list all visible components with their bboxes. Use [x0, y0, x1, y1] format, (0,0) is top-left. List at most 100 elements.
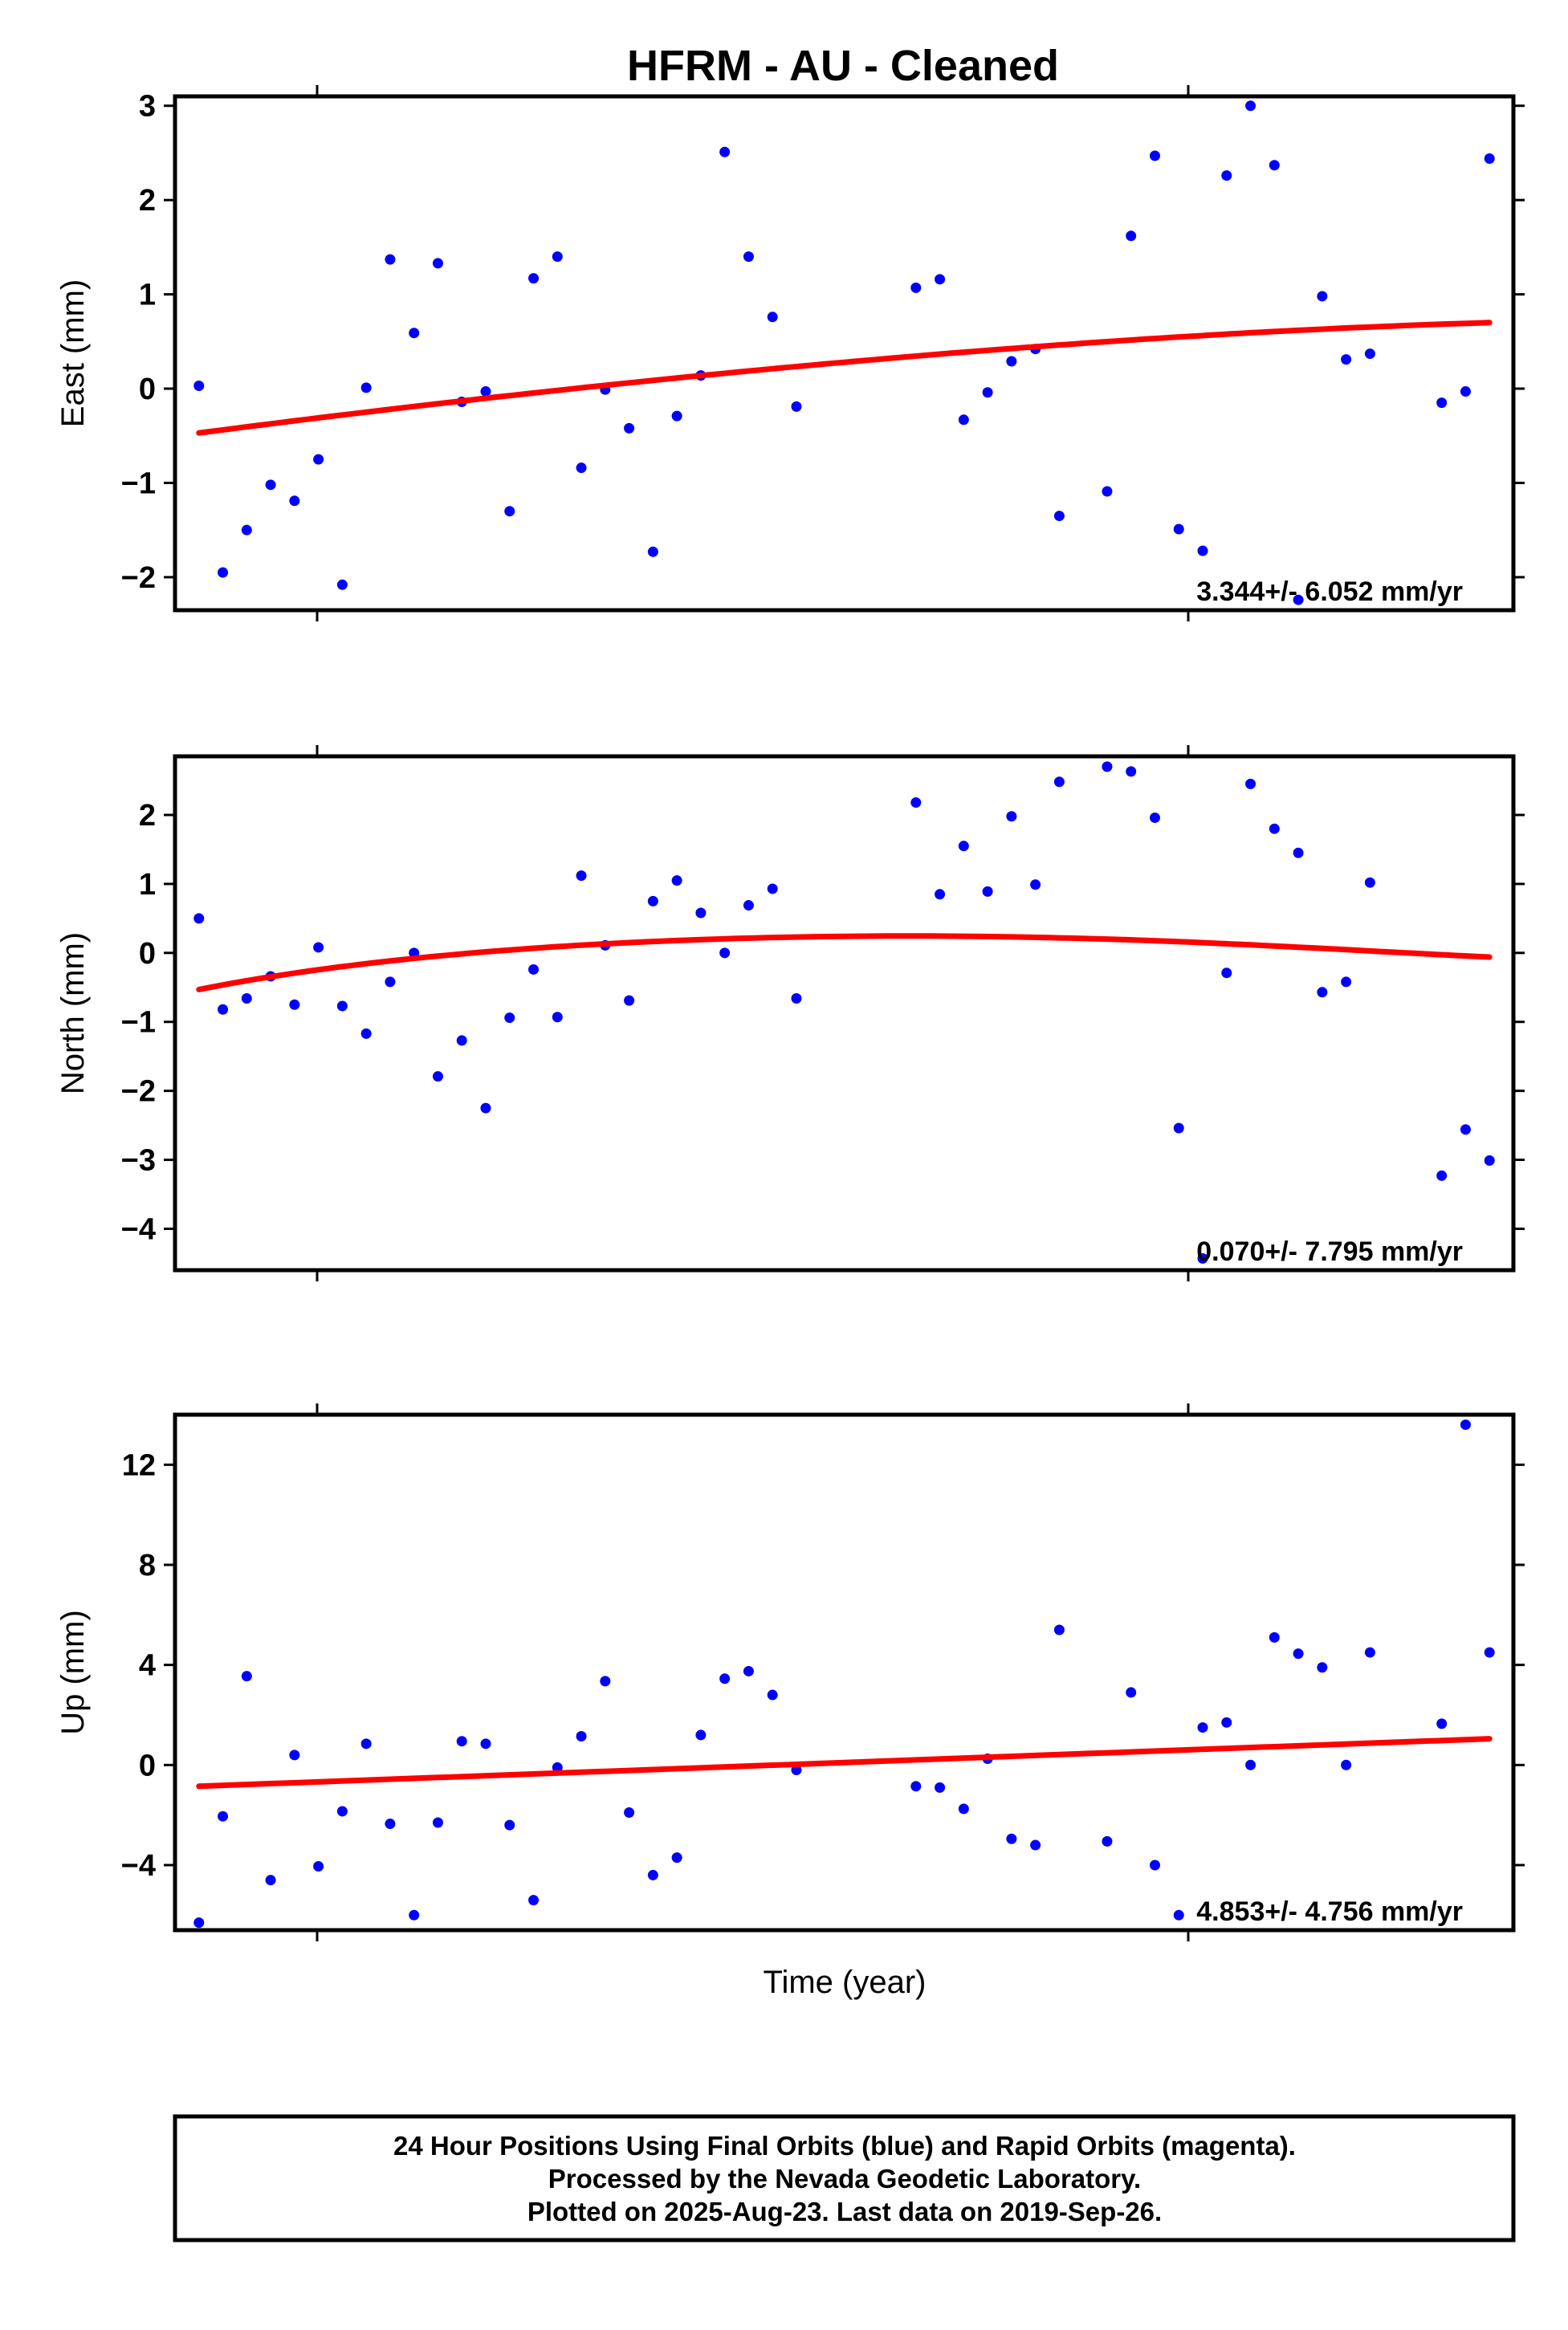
north-ytick-label: −3 — [121, 1144, 156, 1178]
east-data-point — [958, 414, 969, 426]
up-data-point — [910, 1781, 922, 1792]
east-data-point — [791, 401, 802, 412]
east-ytick-label: 2 — [139, 184, 156, 218]
east-data-point — [910, 282, 922, 293]
east-data-point — [1197, 545, 1208, 556]
east-data-point — [241, 524, 252, 536]
x-axis-label: Time (year) — [764, 1965, 927, 2000]
up-ytick-label: −4 — [121, 1849, 156, 1883]
up-data-point — [600, 1676, 611, 1687]
up-data-point — [958, 1803, 969, 1815]
up-data-point — [1053, 1624, 1065, 1635]
up-data-point — [1293, 1648, 1304, 1660]
east-data-point — [360, 382, 372, 393]
north-data-point — [336, 1000, 348, 1012]
east-data-point — [1484, 153, 1495, 165]
north-data-point — [624, 995, 635, 1006]
north-data-point — [1269, 823, 1280, 834]
up-data-point — [1364, 1647, 1375, 1658]
north-data-point — [1484, 1155, 1495, 1166]
north-rate-annotation: 0.070+/- 7.795 mm/yr — [1196, 1236, 1463, 1267]
up-data-point — [1006, 1833, 1017, 1844]
east-data-point — [480, 386, 491, 397]
up-data-point — [360, 1738, 372, 1750]
east-data-point — [409, 328, 420, 339]
up-data-point — [265, 1875, 276, 1886]
east-data-point — [1126, 230, 1137, 242]
up-data-point — [409, 1909, 420, 1921]
north-data-point — [1460, 1124, 1471, 1135]
chart-title: HFRM - AU - Cleaned — [627, 42, 1059, 90]
east-data-point — [265, 479, 276, 491]
up-data-point — [1341, 1759, 1352, 1770]
north-data-point — [528, 963, 540, 975]
north-data-point — [360, 1028, 372, 1039]
up-data-point — [456, 1736, 467, 1747]
east-data-point — [336, 579, 348, 590]
up-data-point — [719, 1673, 731, 1684]
east-data-point — [767, 312, 778, 323]
east-data-point — [1102, 486, 1113, 497]
east-rate-annotation: 3.344+/- 6.052 mm/yr — [1196, 576, 1463, 607]
east-ytick-label: 3 — [139, 90, 156, 124]
east-data-point — [671, 410, 682, 422]
north-ytick-label: −2 — [121, 1075, 156, 1109]
north-data-point — [671, 875, 682, 886]
east-data-point — [576, 462, 587, 474]
east-data-point — [1341, 354, 1352, 365]
east-data-point — [432, 258, 443, 269]
up-data-point — [385, 1819, 396, 1830]
footer-line-2: Processed by the Nevada Geodetic Laborat… — [548, 2164, 1141, 2194]
north-data-point — [289, 999, 300, 1010]
north-data-point — [1030, 879, 1041, 890]
up-data-point — [552, 1762, 563, 1773]
up-data-point — [1221, 1717, 1232, 1728]
east-data-point — [624, 422, 635, 434]
up-data-point — [1245, 1759, 1256, 1770]
east-data-point — [1245, 100, 1256, 112]
up-rate-annotation: 4.853+/- 4.756 mm/yr — [1196, 1896, 1463, 1927]
north-data-point — [1053, 776, 1065, 788]
north-data-point — [193, 913, 205, 924]
up-data-point — [1436, 1718, 1448, 1729]
east-data-point — [1149, 150, 1160, 161]
up-data-point — [313, 1861, 324, 1872]
north-data-point — [1126, 766, 1137, 777]
up-ytick-label: 12 — [122, 1448, 156, 1482]
east-data-point — [1460, 386, 1471, 397]
east-data-point — [743, 251, 754, 263]
north-ytick-label: −4 — [121, 1212, 156, 1246]
north-data-point — [791, 993, 802, 1004]
north-data-point — [552, 1012, 563, 1023]
east-data-point — [1364, 348, 1375, 360]
north-ytick-label: 1 — [139, 868, 156, 902]
east-data-point — [1173, 523, 1184, 535]
north-data-point — [958, 841, 969, 852]
up-data-point — [576, 1730, 587, 1741]
north-data-point — [1317, 987, 1328, 998]
footer-line-3: Plotted on 2025-Aug-23. Last data on 201… — [527, 2197, 1162, 2226]
north-data-point — [241, 993, 252, 1004]
north-ytick-label: 2 — [139, 799, 156, 833]
up-panel-frame — [173, 1412, 1516, 1933]
east-data-point — [1436, 397, 1448, 409]
north-data-point — [982, 886, 993, 897]
east-data-point — [504, 506, 515, 517]
up-data-point — [1126, 1687, 1137, 1698]
north-data-point — [1102, 761, 1113, 772]
east-ytick-label: −2 — [121, 561, 156, 595]
up-data-point — [504, 1819, 515, 1831]
east-ytick-label: 1 — [139, 279, 156, 312]
north-panel-frame — [173, 754, 1516, 1273]
east-data-point — [289, 495, 300, 507]
north-data-point — [1245, 778, 1256, 789]
north-data-point — [1197, 1253, 1208, 1264]
up-data-point — [1030, 1839, 1041, 1851]
east-data-point — [385, 254, 396, 265]
up-ytick-label: 0 — [139, 1749, 156, 1782]
up-data-point — [1317, 1662, 1328, 1673]
north-data-point — [695, 907, 707, 919]
up-data-point — [743, 1665, 754, 1676]
north-data-point — [504, 1012, 515, 1024]
north-data-point — [1149, 812, 1160, 823]
